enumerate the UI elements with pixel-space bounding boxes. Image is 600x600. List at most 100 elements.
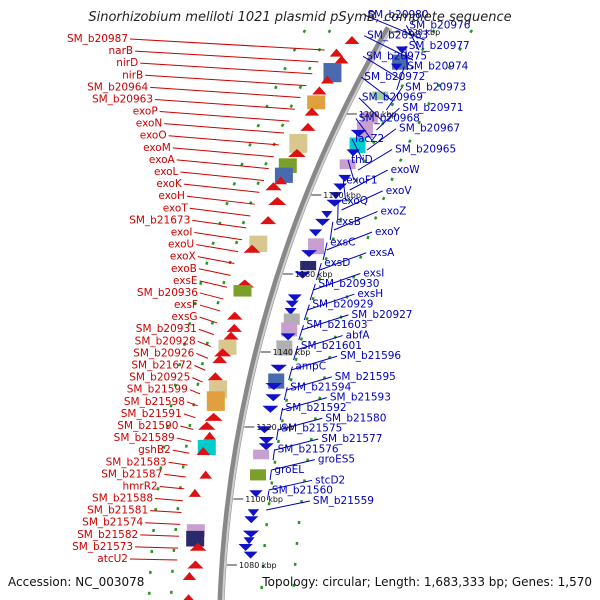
reverse-gene-15 xyxy=(321,210,333,218)
forward-gene-24 xyxy=(223,331,239,340)
tick-label-1: 1220 kbp xyxy=(403,28,441,37)
tick-label-3: 1180 kbp xyxy=(323,191,361,200)
forward-gene-23 xyxy=(226,323,242,332)
right-leader-35 xyxy=(288,366,293,381)
right-leader-5 xyxy=(362,55,403,81)
right-leader-23 xyxy=(322,242,328,261)
forward-gene-15 xyxy=(265,182,282,191)
left-gene-label-9: exoO xyxy=(140,130,167,142)
right-gene-label-43: SM_b21576 xyxy=(278,443,339,455)
right-leader-34 xyxy=(290,355,338,371)
forward-gene-37 xyxy=(188,488,201,497)
right-leader-27 xyxy=(309,283,316,301)
left-gene-label-37: SM_b21587 xyxy=(101,468,162,480)
left-gene-label-27: SM_b20926 xyxy=(133,347,194,359)
left-gene-label-35: gshB2 xyxy=(138,444,171,456)
left-leader-18 xyxy=(196,244,239,253)
right-leader-33 xyxy=(293,345,299,361)
left-gene-label-41: SM_b21574 xyxy=(82,517,143,529)
reverse-gene-11 xyxy=(338,174,352,182)
forward-block-39 xyxy=(186,530,205,547)
reverse-gene-40 xyxy=(247,509,260,517)
right-gene-label-4: SM_b20977 xyxy=(409,40,470,52)
forward-gene-22 xyxy=(226,311,243,320)
left-gene-label-39: SM_b21588 xyxy=(92,493,153,505)
left-leader-16 xyxy=(192,219,247,229)
right-leader-22 xyxy=(326,231,373,251)
forward-gene-17 xyxy=(260,216,277,225)
forward-gene-35 xyxy=(196,446,211,455)
forward-gene-26 xyxy=(214,348,232,357)
right-leader-2 xyxy=(405,25,420,51)
accession-text: Accession: NC_003078 xyxy=(8,575,144,589)
left-gene-label-22: SM_b20936 xyxy=(137,287,198,299)
topology-text: Topology: circular; Length: 1,683,333 bp… xyxy=(261,575,592,589)
left-leader-28 xyxy=(194,365,206,371)
forward-block-21 xyxy=(233,285,252,297)
left-gene-label-24: exsG xyxy=(171,311,197,323)
right-leader-1 xyxy=(364,14,425,41)
right-gene-label-41: SM_b21575 xyxy=(281,423,342,435)
left-gene-label-3: nirD xyxy=(116,57,138,69)
left-gene-label-2: narB xyxy=(109,45,134,57)
reverse-block-26 xyxy=(281,322,298,337)
reverse-gene-1 xyxy=(395,46,409,54)
right-leader-36 xyxy=(286,376,332,391)
right-gene-label-13: lacZ2 xyxy=(355,133,384,145)
right-gene-label-15: thiD xyxy=(351,154,373,166)
tick-layer: 1220 kbp 1200 kbp 1180 kbp 1160 kbp 1140 kbp… xyxy=(226,28,441,570)
right-leader-10 xyxy=(376,107,400,131)
left-gene-label-12: exoL xyxy=(154,166,179,178)
left-leader-35 xyxy=(172,449,190,454)
reverse-block-20 xyxy=(300,260,317,271)
left-leader-5 xyxy=(150,86,301,98)
reverse-gene-23 xyxy=(285,300,299,308)
left-leader-4 xyxy=(145,74,307,87)
reverse-block-25 xyxy=(283,313,300,325)
reverse-gene-21 xyxy=(294,271,311,279)
forward-gene-32 xyxy=(198,421,216,430)
right-gene-label-30: SM_b20927 xyxy=(351,309,412,321)
right-leader-43 xyxy=(272,449,276,461)
left-gene-label-14: exoH xyxy=(158,190,185,202)
reverse-block-10 xyxy=(339,159,356,170)
left-leader-19 xyxy=(197,256,235,264)
left-gene-label-36: SM_b21583 xyxy=(106,456,167,468)
left-gene-label-5: SM_b20964 xyxy=(87,81,148,93)
left-gene-label-18: exoU xyxy=(168,239,194,251)
forward-gene-16 xyxy=(268,197,287,206)
left-leader-31 xyxy=(186,401,198,407)
left-leader-25 xyxy=(198,328,214,336)
reverse-gene-12 xyxy=(333,183,348,191)
right-gene-label-38: SM_b21593 xyxy=(330,392,391,404)
right-gene-label-44: groES5 xyxy=(318,454,355,466)
left-gene-label-16: SM_b21673 xyxy=(129,214,190,226)
left-leader-26 xyxy=(197,340,211,347)
left-leader-23 xyxy=(199,304,221,312)
right-leader-12 xyxy=(366,128,397,151)
backbone-layer xyxy=(147,26,474,600)
right-gene-label-25: exsD xyxy=(324,257,350,269)
left-gene-label-40: SM_b21581 xyxy=(87,505,148,517)
left-gene-label-1: SM_b20987 xyxy=(67,33,128,45)
left-leader-8 xyxy=(164,123,285,134)
right-gene-label-11: SM_b20968 xyxy=(359,112,420,124)
tick-label-5: 1140 kbp xyxy=(273,348,311,357)
tick-label-8: 1080 kbp xyxy=(239,561,277,570)
right-leader-30 xyxy=(301,314,349,331)
right-leader-20 xyxy=(333,211,378,231)
feature-layer xyxy=(182,36,409,600)
left-gene-label-23: exsF xyxy=(174,299,198,311)
reverse-gene-34 xyxy=(256,426,273,434)
left-gene-label-32: SM_b21591 xyxy=(121,408,182,420)
left-gene-label-29: SM_b20925 xyxy=(129,372,190,384)
forward-gene-11 xyxy=(288,149,306,158)
right-gene-label-45: groEL xyxy=(274,464,304,476)
left-leader-32 xyxy=(183,413,196,419)
right-leader-42 xyxy=(274,438,319,451)
left-leader-41 xyxy=(145,522,181,525)
left-gene-label-38: hmrR2 xyxy=(123,480,158,492)
left-gene-label-42: SM_b21582 xyxy=(77,529,138,541)
right-leader-17 xyxy=(342,180,347,201)
